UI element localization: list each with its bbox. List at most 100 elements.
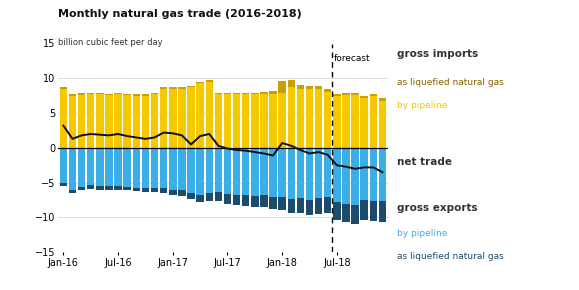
Bar: [96, 94, 104, 148]
Text: as liquefied natural gas: as liquefied natural gas: [397, 78, 503, 87]
Bar: [206, 193, 213, 202]
Bar: [142, 188, 149, 193]
Bar: [315, 148, 323, 198]
Bar: [133, 188, 140, 191]
Bar: [306, 148, 313, 200]
Bar: [242, 93, 250, 94]
Bar: [96, 186, 104, 190]
Text: billion cubic feet per day: billion cubic feet per day: [58, 38, 163, 47]
Bar: [151, 148, 158, 188]
Bar: [351, 93, 359, 95]
Bar: [60, 87, 67, 89]
Bar: [78, 93, 85, 95]
Bar: [178, 87, 186, 89]
Bar: [87, 94, 94, 148]
Bar: [288, 80, 295, 87]
Bar: [178, 148, 186, 190]
Bar: [160, 89, 167, 148]
Bar: [251, 94, 259, 148]
Bar: [123, 187, 131, 190]
Bar: [215, 148, 222, 192]
Bar: [160, 148, 167, 188]
Bar: [351, 148, 359, 205]
Bar: [379, 99, 386, 101]
Bar: [369, 96, 377, 148]
Bar: [233, 93, 240, 94]
Text: forecast: forecast: [334, 54, 371, 63]
Bar: [269, 91, 277, 94]
Bar: [278, 93, 286, 148]
Bar: [223, 194, 231, 204]
Bar: [342, 148, 350, 204]
Bar: [114, 186, 122, 190]
Bar: [114, 94, 122, 148]
Bar: [105, 186, 113, 190]
Bar: [379, 201, 386, 222]
Bar: [342, 95, 350, 148]
Bar: [315, 89, 323, 148]
Bar: [123, 95, 131, 148]
Bar: [196, 148, 204, 195]
Bar: [278, 148, 286, 197]
Bar: [187, 87, 195, 148]
Bar: [251, 93, 259, 94]
Bar: [187, 86, 195, 87]
Bar: [278, 197, 286, 210]
Bar: [105, 148, 113, 186]
Bar: [296, 148, 304, 198]
Bar: [105, 95, 113, 148]
Bar: [178, 89, 186, 148]
Bar: [242, 148, 250, 195]
Bar: [324, 148, 332, 197]
Bar: [361, 148, 368, 200]
Bar: [361, 96, 368, 98]
Text: as liquefied natural gas: as liquefied natural gas: [397, 252, 503, 261]
Bar: [160, 188, 167, 193]
Bar: [123, 148, 131, 187]
Bar: [296, 198, 304, 213]
Bar: [169, 148, 177, 190]
Bar: [333, 94, 340, 96]
Bar: [69, 190, 76, 193]
Bar: [233, 94, 240, 148]
Text: Monthly natural gas trade (2016-2018): Monthly natural gas trade (2016-2018): [58, 9, 302, 19]
Bar: [342, 204, 350, 222]
Bar: [269, 197, 277, 209]
Bar: [69, 148, 76, 190]
Bar: [223, 94, 231, 148]
Bar: [296, 89, 304, 148]
Bar: [133, 96, 140, 148]
Bar: [178, 190, 186, 196]
Bar: [206, 148, 213, 193]
Bar: [296, 85, 304, 89]
Bar: [114, 93, 122, 94]
Bar: [78, 187, 85, 190]
Bar: [315, 198, 323, 214]
Bar: [87, 148, 94, 186]
Bar: [123, 94, 131, 95]
Bar: [361, 200, 368, 220]
Bar: [151, 93, 158, 94]
Bar: [169, 89, 177, 148]
Bar: [206, 82, 213, 148]
Bar: [215, 93, 222, 94]
Bar: [288, 87, 295, 148]
Bar: [351, 205, 359, 224]
Bar: [151, 188, 158, 193]
Bar: [233, 148, 240, 195]
Bar: [142, 148, 149, 188]
Bar: [324, 89, 332, 92]
Bar: [269, 94, 277, 148]
Bar: [233, 195, 240, 205]
Bar: [215, 192, 222, 201]
Bar: [260, 94, 267, 148]
Bar: [187, 193, 195, 200]
Bar: [87, 93, 94, 94]
Bar: [69, 96, 76, 148]
Bar: [324, 92, 332, 148]
Text: by pipeline: by pipeline: [397, 102, 447, 110]
Bar: [223, 93, 231, 94]
Bar: [369, 94, 377, 96]
Bar: [105, 94, 113, 95]
Bar: [333, 148, 340, 202]
